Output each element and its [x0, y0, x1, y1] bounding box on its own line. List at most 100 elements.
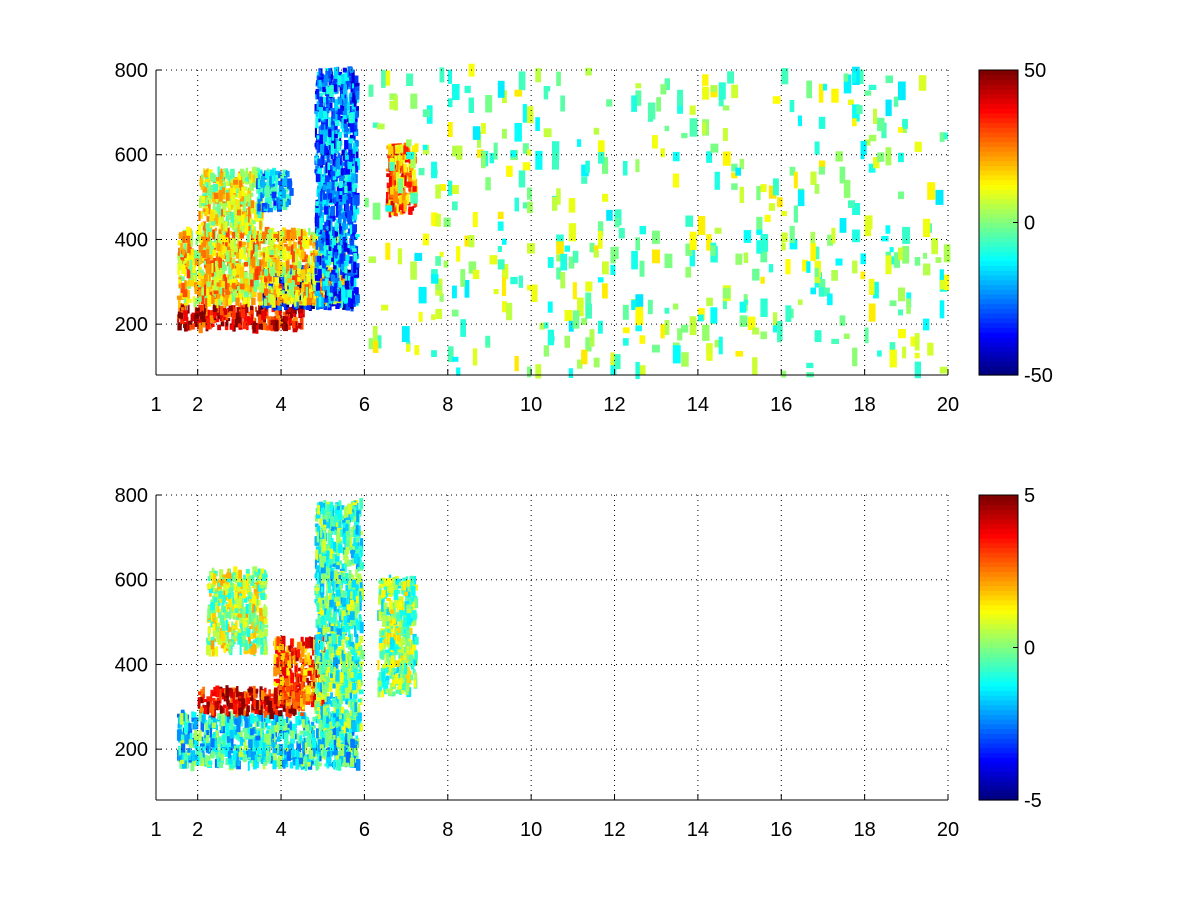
heatmap-cell	[205, 288, 209, 296]
heatmap-cell	[295, 759, 299, 770]
heatmap-cell	[330, 272, 335, 278]
heatmap-cell	[376, 335, 382, 349]
heatmap-cell	[209, 283, 214, 290]
heatmap-cell	[203, 207, 209, 215]
heatmap-cell	[339, 137, 342, 142]
heatmap-cell	[253, 280, 258, 292]
heatmap-cell	[386, 192, 389, 200]
colorbar-swatch	[979, 317, 1018, 324]
heatmap-cell	[249, 259, 253, 267]
heatmap-cell	[589, 242, 595, 253]
heatmap-cell	[689, 249, 696, 267]
heatmap-cell	[289, 289, 294, 295]
heatmap-cell	[265, 251, 270, 262]
heatmap-cell	[238, 692, 243, 697]
heatmap-cell	[278, 715, 283, 725]
heatmap-cell	[889, 300, 897, 307]
heatmap-cell	[323, 285, 327, 290]
heatmap-cell	[330, 744, 334, 751]
heatmap-cell	[531, 284, 538, 302]
heatmap-cell	[328, 220, 331, 232]
heatmap-cell	[289, 712, 293, 717]
heatmap-cell	[664, 78, 670, 90]
heatmap-cell	[200, 185, 204, 190]
heatmap-cell	[760, 234, 769, 252]
heatmap-cell	[312, 285, 316, 291]
colorbar-swatch	[979, 355, 1018, 362]
heatmap-cell	[219, 177, 222, 182]
heatmap-cell	[273, 186, 278, 191]
heatmap-cell	[352, 224, 357, 233]
heatmap-cell	[885, 75, 893, 84]
heatmap-cell	[235, 252, 240, 259]
heatmap-cell	[261, 690, 266, 700]
heatmap-cell	[877, 117, 885, 132]
heatmap-cell	[332, 733, 336, 740]
x-tick-label: 6	[359, 394, 370, 416]
heatmap-cell	[677, 89, 684, 106]
heatmap-cell	[631, 300, 636, 310]
heatmap-cell	[210, 185, 215, 193]
heatmap-cell	[472, 269, 480, 280]
heatmap-cell	[352, 740, 358, 748]
colorbar-swatch	[979, 127, 1018, 133]
heatmap-cell	[250, 248, 253, 258]
heatmap-cell	[714, 227, 722, 234]
heatmap-cell	[343, 190, 346, 199]
heatmap-cell	[200, 688, 203, 698]
heatmap-cell	[264, 696, 270, 702]
heatmap-cell	[347, 161, 352, 170]
heatmap-cell	[332, 725, 337, 735]
heatmap-cell	[336, 724, 340, 736]
colorbar-swatch	[979, 174, 1018, 181]
heatmap-cell	[356, 751, 359, 763]
heatmap-cell	[339, 168, 344, 175]
x-tick-label: 2	[192, 394, 203, 416]
heatmap-cell	[318, 107, 322, 119]
colorbar-swatch	[979, 360, 1018, 367]
heatmap-cell	[246, 705, 250, 713]
heatmap-cell	[243, 312, 248, 323]
heatmap-cell	[248, 739, 253, 749]
heatmap-cell	[739, 301, 747, 313]
heatmap-cell	[179, 713, 184, 725]
heatmap-cell	[199, 269, 204, 276]
heatmap-cell	[409, 166, 414, 171]
heatmap-cell	[198, 245, 204, 250]
heatmap-cell	[914, 257, 921, 266]
heatmap-cell	[831, 88, 839, 103]
heatmap-cell	[351, 103, 356, 112]
heatmap-cell	[337, 245, 342, 257]
heatmap-cell	[350, 122, 355, 133]
heatmap-cell	[206, 282, 212, 293]
heatmap-cell	[223, 294, 229, 307]
heatmap-cell	[287, 278, 292, 283]
heatmap-cell	[864, 90, 872, 96]
heatmap-cell	[205, 735, 210, 747]
heatmap-cell	[249, 173, 254, 183]
heatmap-cell	[672, 151, 680, 162]
heatmap-cell	[237, 232, 241, 240]
heatmap-cell	[266, 233, 270, 240]
colorbar-swatch	[979, 70, 1018, 76]
heatmap-cell	[431, 212, 438, 227]
heatmap-cell	[223, 274, 226, 282]
heatmap-cell	[252, 685, 256, 695]
colorbar-swatch	[979, 112, 1018, 119]
heatmap-cell	[485, 177, 491, 191]
heatmap-cell	[943, 244, 951, 263]
heatmap-cell	[581, 352, 588, 362]
heatmap-cell	[349, 68, 354, 74]
heatmap-cell	[303, 756, 308, 765]
heatmap-cell	[335, 277, 340, 288]
heatmap-cell	[306, 269, 310, 276]
heatmap-cell	[286, 261, 290, 272]
heatmap-cell	[302, 238, 305, 249]
x-tick-label: 16	[770, 394, 792, 416]
heatmap-cell	[202, 221, 206, 231]
heatmap-cell	[290, 749, 296, 756]
heatmap-cell	[248, 688, 253, 693]
heatmap-cell	[316, 101, 319, 111]
heatmap-cell	[568, 223, 577, 242]
heatmap-cell	[227, 205, 231, 212]
